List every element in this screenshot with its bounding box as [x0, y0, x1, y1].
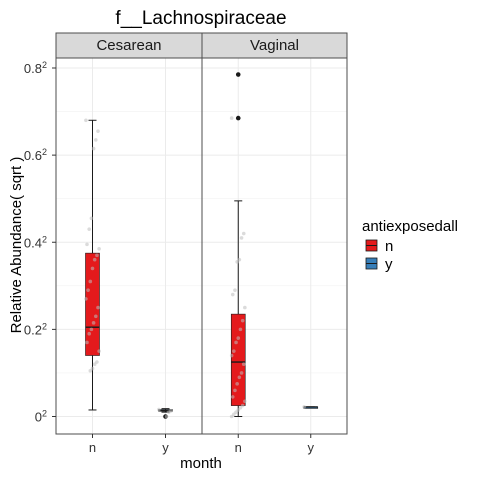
- y-tick-label: 0.82: [24, 60, 47, 76]
- jitter-point: [233, 288, 237, 292]
- jitter-point: [157, 408, 161, 412]
- jitter-point: [230, 415, 234, 419]
- y-tick-label: 0.22: [24, 321, 47, 337]
- jitter-point: [92, 147, 96, 151]
- jitter-point: [86, 288, 90, 292]
- x-axis-title: month: [180, 455, 222, 472]
- jitter-point: [96, 306, 100, 310]
- legend-title: antiexposedall: [362, 218, 458, 235]
- legend: antiexposedall ny: [362, 218, 458, 273]
- facet-panels: Cesarean Vaginal: [56, 33, 347, 434]
- jitter-point: [92, 321, 96, 325]
- outlier-point: [236, 116, 241, 121]
- jitter-point: [234, 341, 238, 345]
- y-tick-label: 02: [35, 409, 47, 425]
- jitter-point: [97, 349, 101, 353]
- x-tick-label: y: [308, 440, 315, 455]
- jitter-point: [93, 258, 97, 262]
- legend-label: y: [385, 256, 393, 273]
- jitter-point: [97, 247, 101, 251]
- jitter-point: [233, 389, 237, 393]
- jitter-point: [240, 236, 244, 240]
- y-axis: 02 0.22 0.42 0.62 0.82: [24, 60, 56, 425]
- jitter-point: [94, 138, 98, 142]
- outlier-point: [236, 72, 241, 77]
- jitter-point: [89, 280, 93, 284]
- jitter-point: [91, 267, 95, 271]
- facet-strip-label: Vaginal: [250, 37, 299, 54]
- jitter-point: [238, 375, 242, 379]
- chart-title: f__Lachnospiraceae: [115, 8, 286, 29]
- jitter-point: [90, 328, 94, 332]
- jitter-point: [95, 254, 99, 258]
- jitter-point: [94, 315, 98, 319]
- y-axis-title: Relative Abundance( sqrt ): [8, 157, 25, 334]
- x-tick-label: n: [235, 440, 242, 455]
- jitter-point: [165, 415, 169, 419]
- jitter-point: [302, 405, 306, 409]
- jitter-point: [232, 349, 236, 353]
- jitter-point: [242, 232, 246, 236]
- jitter-point: [167, 410, 171, 414]
- y-tick-label: 0.62: [24, 147, 47, 163]
- facet-panel: Vaginal: [202, 33, 347, 434]
- jitter-point: [89, 369, 93, 373]
- facet-strip-label: Cesarean: [96, 37, 161, 54]
- jitter-point: [84, 297, 88, 301]
- jitter-point: [235, 382, 239, 386]
- jitter-point: [84, 118, 88, 122]
- jitter-point: [230, 354, 234, 358]
- jitter-point: [90, 216, 94, 220]
- jitter-point: [240, 371, 244, 375]
- jitter-point: [93, 362, 97, 366]
- jitter-point: [85, 243, 89, 247]
- panel-background: [56, 58, 202, 434]
- jitter-point: [243, 399, 247, 403]
- jitter-point: [230, 116, 234, 120]
- x-tick-label: n: [89, 440, 96, 455]
- jitter-point: [85, 341, 89, 345]
- jitter-point: [96, 129, 100, 133]
- jitter-point: [243, 306, 247, 310]
- jitter-point: [87, 227, 91, 231]
- panel-background: [202, 58, 347, 434]
- legend-key: y: [366, 256, 393, 273]
- facet-panel: Cesarean: [56, 33, 202, 434]
- jitter-point: [231, 395, 235, 399]
- jitter-point: [235, 260, 239, 264]
- legend-key: n: [366, 238, 393, 255]
- jitter-point: [87, 332, 91, 336]
- box-body: [231, 314, 245, 405]
- jitter-point: [239, 328, 243, 332]
- x-tick-label: y: [162, 440, 169, 455]
- jitter-point: [236, 336, 240, 340]
- legend-label: n: [385, 238, 393, 255]
- y-tick-label: 0.42: [24, 234, 47, 250]
- jitter-point: [231, 293, 235, 297]
- jitter-point: [242, 362, 246, 366]
- jitter-point: [241, 319, 245, 323]
